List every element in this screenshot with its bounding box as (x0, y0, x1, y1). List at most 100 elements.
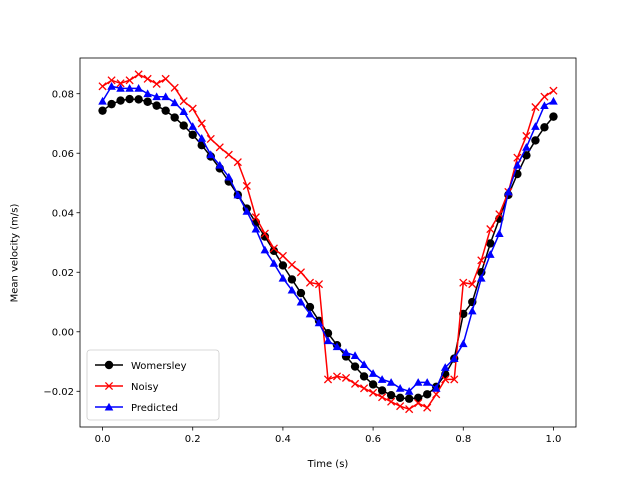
data-point (440, 363, 450, 371)
data-point (495, 210, 504, 219)
x-tick-label: 0.6 (365, 434, 381, 445)
y-axis: −0.02 0.00 0.02 0.04 0.06 0.08 (43, 89, 80, 398)
data-point (423, 403, 432, 412)
data-point (107, 99, 116, 109)
data-point (152, 92, 161, 101)
data-point (549, 96, 558, 105)
data-point (531, 103, 540, 112)
data-point (432, 390, 441, 399)
data-point (179, 107, 189, 116)
data-point (540, 123, 549, 132)
data-point (107, 81, 116, 90)
data-point (386, 390, 396, 400)
data-point (116, 79, 125, 88)
data-point (224, 150, 233, 159)
data-point (549, 86, 558, 95)
data-point (215, 160, 225, 169)
legend-item-predicted: Predicted (95, 402, 178, 414)
data-point (414, 399, 423, 408)
data-point (260, 232, 270, 241)
data-point (314, 318, 324, 327)
data-point (215, 143, 224, 152)
data-point (405, 405, 414, 414)
data-point (224, 172, 234, 181)
data-point (377, 375, 387, 383)
data-point (522, 131, 531, 141)
data-point (134, 95, 143, 104)
data-point (269, 246, 279, 256)
data-point (287, 275, 297, 284)
data-point (98, 82, 107, 91)
data-point (486, 225, 495, 234)
data-point (125, 84, 134, 92)
data-point (134, 84, 143, 92)
data-point (531, 136, 540, 145)
data-point (513, 160, 522, 169)
data-point (305, 278, 315, 287)
x-axis-title: Time (s) (307, 459, 349, 470)
legend-label: Predicted (131, 403, 178, 414)
data-point (125, 94, 134, 104)
data-point (242, 181, 251, 191)
data-point (431, 384, 441, 392)
legend-marker (104, 360, 114, 370)
plot-area (98, 70, 558, 414)
data-point (251, 213, 260, 222)
data-point (296, 288, 306, 298)
data-point (477, 273, 486, 282)
data-point (396, 402, 405, 411)
data-point (269, 244, 278, 253)
data-point (369, 388, 378, 397)
data-point (359, 360, 369, 368)
data-point (368, 380, 378, 389)
data-point (260, 245, 270, 254)
data-point (242, 206, 252, 215)
data-point (206, 150, 216, 159)
data-point (305, 309, 315, 318)
data-point (170, 83, 179, 92)
data-point (287, 260, 296, 269)
y-axis-title: Mean velocity (m/s) (10, 203, 21, 302)
y-tick-label: 0.02 (52, 268, 74, 279)
data-point (233, 190, 243, 199)
data-point (386, 378, 396, 386)
data-point (296, 268, 306, 277)
data-point (116, 84, 125, 92)
data-point (468, 280, 477, 289)
data-point (197, 134, 207, 142)
data-point (422, 378, 432, 386)
data-point (278, 261, 288, 270)
data-point (287, 285, 297, 294)
data-point (467, 306, 477, 315)
data-point (395, 393, 405, 403)
data-point (377, 386, 387, 395)
x-tick-label: 0.0 (95, 434, 111, 445)
data-point (125, 76, 134, 85)
data-point (378, 393, 387, 402)
data-point (350, 351, 360, 360)
data-point (143, 74, 152, 83)
data-point (486, 239, 495, 248)
data-point (449, 354, 459, 362)
data-point (278, 273, 288, 282)
data-point (152, 79, 161, 88)
plot-frame (79, 57, 577, 428)
data-point (143, 89, 152, 98)
series-predicted (98, 81, 558, 395)
legend-item-noisy: Noisy (95, 382, 159, 393)
data-point (161, 106, 170, 115)
data-point (540, 92, 549, 101)
data-point (305, 302, 315, 312)
legend-box (86, 349, 220, 421)
data-point (161, 74, 170, 83)
data-point (170, 98, 179, 107)
y-tick-label: 0.08 (52, 89, 74, 100)
data-point (359, 372, 369, 381)
data-point (179, 97, 188, 106)
data-point (98, 96, 107, 105)
data-point (404, 394, 414, 403)
data-point (459, 278, 468, 287)
data-point (522, 142, 531, 151)
data-point (98, 106, 107, 115)
data-point (450, 375, 459, 384)
